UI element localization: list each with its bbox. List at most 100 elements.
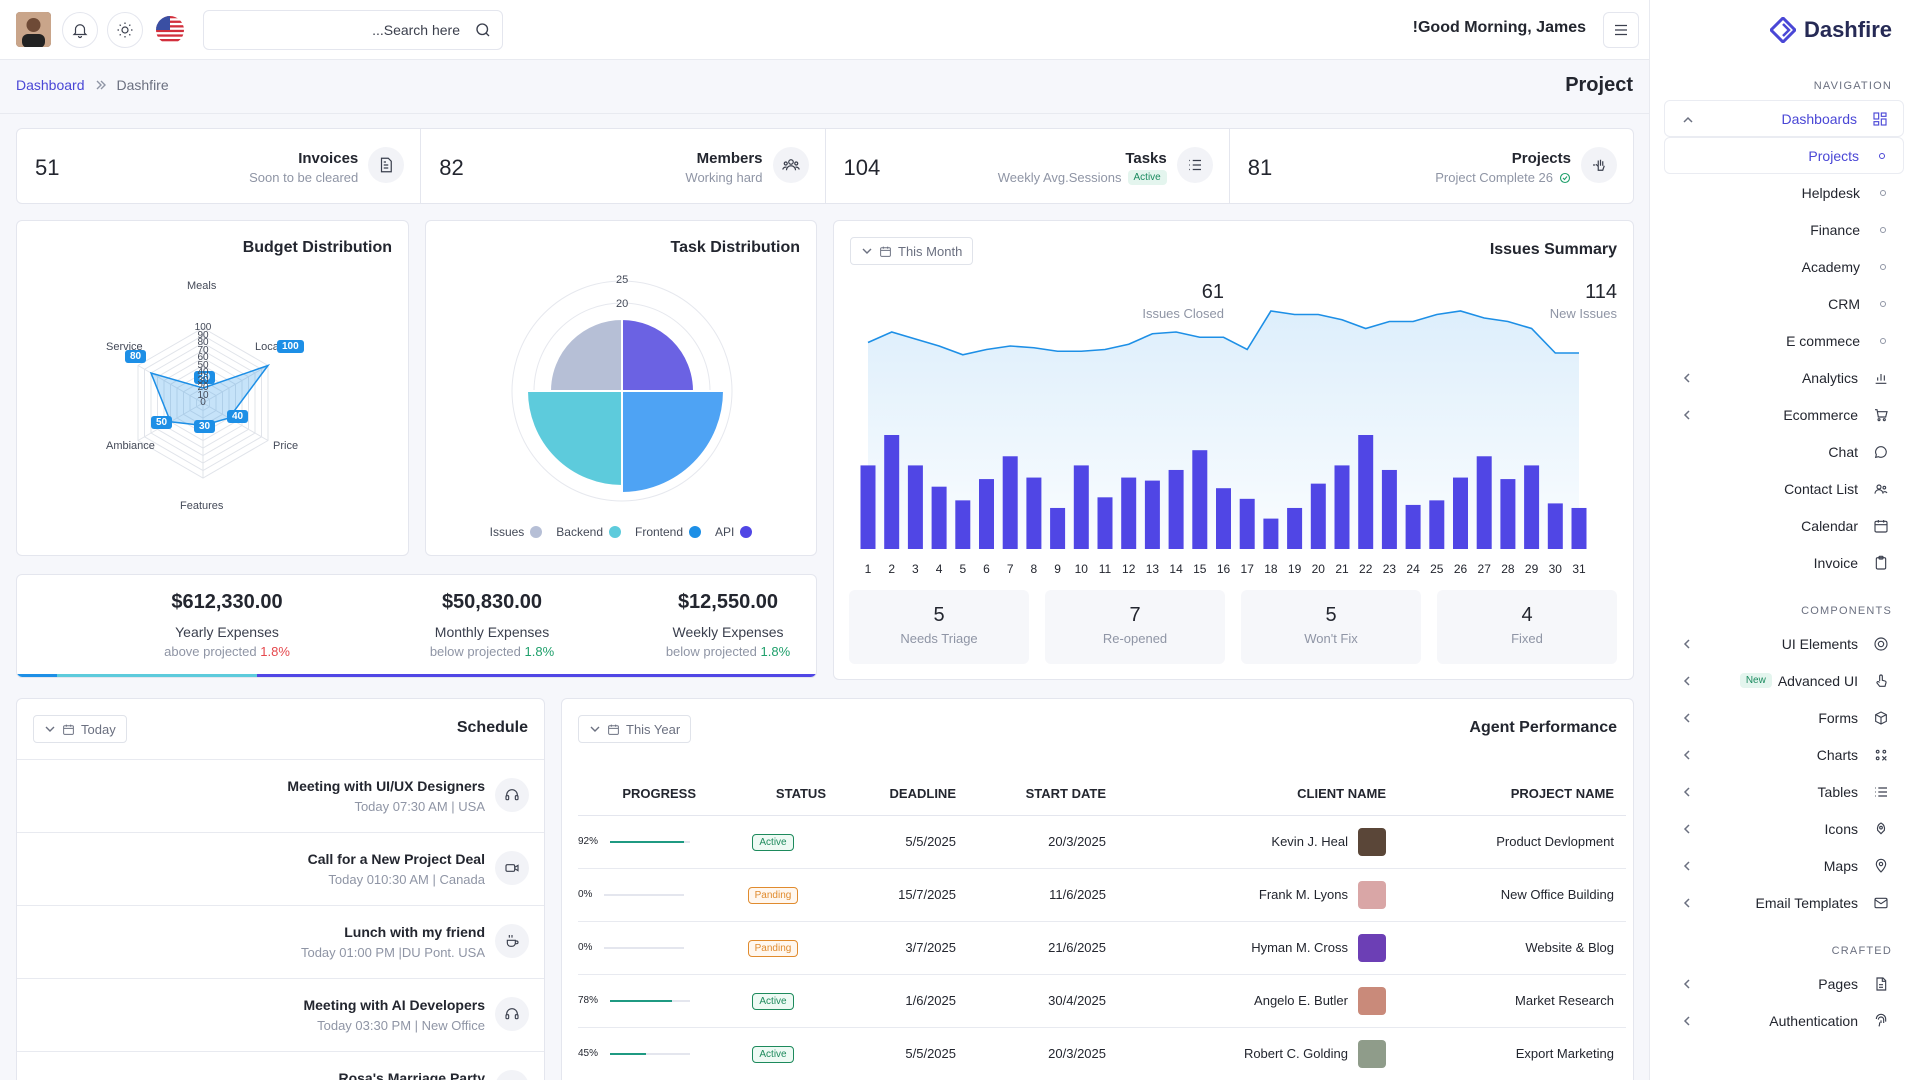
brand[interactable]: Dashfire bbox=[1650, 0, 1920, 60]
breadcrumb-home-link[interactable]: Dashboard bbox=[16, 77, 85, 93]
bar[interactable] bbox=[1121, 477, 1137, 549]
bar[interactable] bbox=[1168, 469, 1184, 549]
table-row[interactable]: 45% Active 5/5/2025 20/3/2025 Robert C. Gold… bbox=[578, 1027, 1626, 1080]
x-tick-label: 20 bbox=[1312, 562, 1326, 576]
sidebar-item-pages[interactable]: Pages bbox=[1664, 965, 1904, 1002]
bar[interactable] bbox=[1334, 465, 1350, 549]
sidebar-item-maps[interactable]: Maps bbox=[1664, 847, 1904, 884]
sidebar-item-charts[interactable]: Charts bbox=[1664, 736, 1904, 773]
legend-item[interactable]: Frontend bbox=[635, 525, 702, 539]
sidebar-subitem-finance[interactable]: Finance bbox=[1664, 211, 1904, 248]
bar[interactable] bbox=[1500, 479, 1516, 549]
sidebar-item-icons[interactable]: Icons bbox=[1664, 810, 1904, 847]
polar-slice-api[interactable] bbox=[621, 317, 696, 392]
stat-value: 104 bbox=[843, 155, 881, 180]
bar[interactable] bbox=[1381, 469, 1397, 549]
sidebar-item-advanced-ui[interactable]: New Advanced UI bbox=[1664, 662, 1904, 699]
bar[interactable] bbox=[1547, 503, 1563, 549]
sidebar-item-tables[interactable]: Tables bbox=[1664, 773, 1904, 810]
progress-fill bbox=[610, 1052, 647, 1055]
year-filter-dropdown[interactable]: This Year bbox=[578, 715, 692, 743]
column-header-status[interactable]: STATUS bbox=[708, 773, 838, 816]
legend-item[interactable]: Backend bbox=[556, 525, 621, 539]
sidebar-item-calendar[interactable]: Calendar bbox=[1664, 507, 1904, 544]
notification-button[interactable] bbox=[62, 12, 98, 48]
table-row[interactable]: 0% Panding 3/7/2025 21/6/2025 Hyman M. Cross… bbox=[578, 921, 1626, 975]
bar[interactable] bbox=[1002, 456, 1018, 549]
day-filter-dropdown[interactable]: Today bbox=[33, 715, 127, 743]
user-avatar[interactable] bbox=[16, 12, 51, 47]
sidebar-subitem-crm[interactable]: CRM bbox=[1664, 285, 1904, 322]
polar-slice-issues[interactable] bbox=[548, 317, 623, 392]
bar[interactable] bbox=[931, 486, 947, 549]
schedule-item[interactable]: Meeting with UI/UX Designers Today 07:30… bbox=[17, 759, 544, 832]
fingerprint-icon bbox=[1872, 1012, 1890, 1030]
bar[interactable] bbox=[907, 465, 923, 549]
sidebar-item-dashboards[interactable]: Dashboards bbox=[1664, 100, 1904, 137]
sidebar-item-invoice[interactable]: Invoice bbox=[1664, 544, 1904, 581]
target-icon bbox=[1872, 635, 1890, 653]
menu-toggle-button[interactable] bbox=[1603, 12, 1639, 48]
search-input[interactable] bbox=[240, 22, 460, 38]
language-button[interactable] bbox=[152, 12, 188, 48]
bar[interactable] bbox=[1073, 465, 1089, 549]
schedule-item[interactable]: Meeting with AI Developers Today 03:30 P… bbox=[17, 978, 544, 1051]
bar[interactable] bbox=[1239, 498, 1255, 549]
sidebar-item-chat[interactable]: Chat bbox=[1664, 433, 1904, 470]
bar[interactable] bbox=[1310, 483, 1326, 549]
sidebar-item-authentication[interactable]: Authentication bbox=[1664, 1002, 1904, 1039]
bar[interactable] bbox=[1453, 477, 1468, 549]
column-header-project-name[interactable]: PROJECT NAME bbox=[1398, 773, 1626, 816]
sidebar-item-analytics[interactable]: Analytics bbox=[1664, 359, 1904, 396]
bar[interactable] bbox=[1144, 480, 1160, 549]
bar[interactable] bbox=[1405, 504, 1421, 549]
summary-wont-fix[interactable]: 5 Won't Fix bbox=[1241, 590, 1421, 664]
bar[interactable] bbox=[1097, 497, 1113, 549]
summary-reopened[interactable]: 7 Re-opened bbox=[1045, 590, 1225, 664]
sidebar-subitem-helpdesk[interactable]: Helpdesk bbox=[1664, 174, 1904, 211]
legend-item[interactable]: API bbox=[715, 525, 753, 539]
legend-item[interactable]: Issues bbox=[490, 525, 543, 539]
search-icon[interactable] bbox=[474, 21, 492, 39]
sidebar-item-forms[interactable]: Forms bbox=[1664, 699, 1904, 736]
sidebar-item-contact-list[interactable]: Contact List bbox=[1664, 470, 1904, 507]
summary-needs-triage[interactable]: 5 Needs Triage bbox=[849, 590, 1029, 664]
bar[interactable] bbox=[1026, 477, 1042, 549]
column-header-start-date[interactable]: START DATE bbox=[968, 773, 1118, 816]
table-row[interactable]: 78% Active 1/6/2025 30/4/2025 Angelo E. Butl… bbox=[578, 974, 1626, 1028]
theme-toggle-button[interactable] bbox=[107, 12, 143, 48]
bar[interactable] bbox=[1192, 450, 1208, 549]
sidebar-item-email-templates[interactable]: Email Templates bbox=[1664, 884, 1904, 921]
x-tick-label: 26 bbox=[1454, 562, 1468, 576]
bar[interactable] bbox=[1524, 465, 1540, 549]
sidebar-item-ecommerce[interactable]: Ecommerce bbox=[1664, 396, 1904, 433]
bar[interactable] bbox=[1571, 507, 1587, 549]
table-row[interactable]: 92% Active 5/5/2025 20/3/2025 Kevin J. Heal P… bbox=[578, 815, 1626, 869]
column-header-deadline[interactable]: DEADLINE bbox=[838, 773, 968, 816]
polar-slice-frontend[interactable] bbox=[621, 390, 726, 495]
bar[interactable] bbox=[884, 435, 900, 549]
column-header-client-name[interactable]: CLIENT NAME bbox=[1118, 773, 1398, 816]
bar[interactable] bbox=[1429, 500, 1445, 549]
polar-slice-backend[interactable] bbox=[525, 390, 623, 488]
bar[interactable] bbox=[1216, 488, 1231, 549]
bar[interactable] bbox=[860, 465, 876, 549]
sidebar-subitem-e-commece[interactable]: E commece bbox=[1664, 322, 1904, 359]
bar[interactable] bbox=[1476, 456, 1492, 549]
sidebar-subitem-projects[interactable]: Projects bbox=[1664, 137, 1904, 174]
sidebar-item-ui-elements[interactable]: UI Elements bbox=[1664, 625, 1904, 662]
schedule-item[interactable]: Rosa's Marriage Party bbox=[17, 1051, 544, 1080]
bar[interactable] bbox=[955, 500, 971, 549]
sidebar-subitem-academy[interactable]: Academy bbox=[1664, 248, 1904, 285]
bar[interactable] bbox=[1287, 507, 1303, 549]
bar[interactable] bbox=[1358, 435, 1374, 549]
bar[interactable] bbox=[1263, 518, 1279, 549]
column-header-progress[interactable]: PROGRESS bbox=[578, 773, 708, 816]
summary-fixed[interactable]: 4 Fixed bbox=[1437, 590, 1617, 664]
month-filter-dropdown[interactable]: This Month bbox=[850, 237, 974, 265]
schedule-item[interactable]: Lunch with my friend Today 01:00 PM |DU … bbox=[17, 905, 544, 978]
table-row[interactable]: 0% Panding 15/7/2025 11/6/2025 Frank M. Lyon… bbox=[578, 868, 1626, 922]
bar[interactable] bbox=[1050, 507, 1066, 549]
bar[interactable] bbox=[979, 479, 994, 549]
schedule-item[interactable]: Call for a New Project Deal Today 010:30… bbox=[17, 832, 544, 905]
